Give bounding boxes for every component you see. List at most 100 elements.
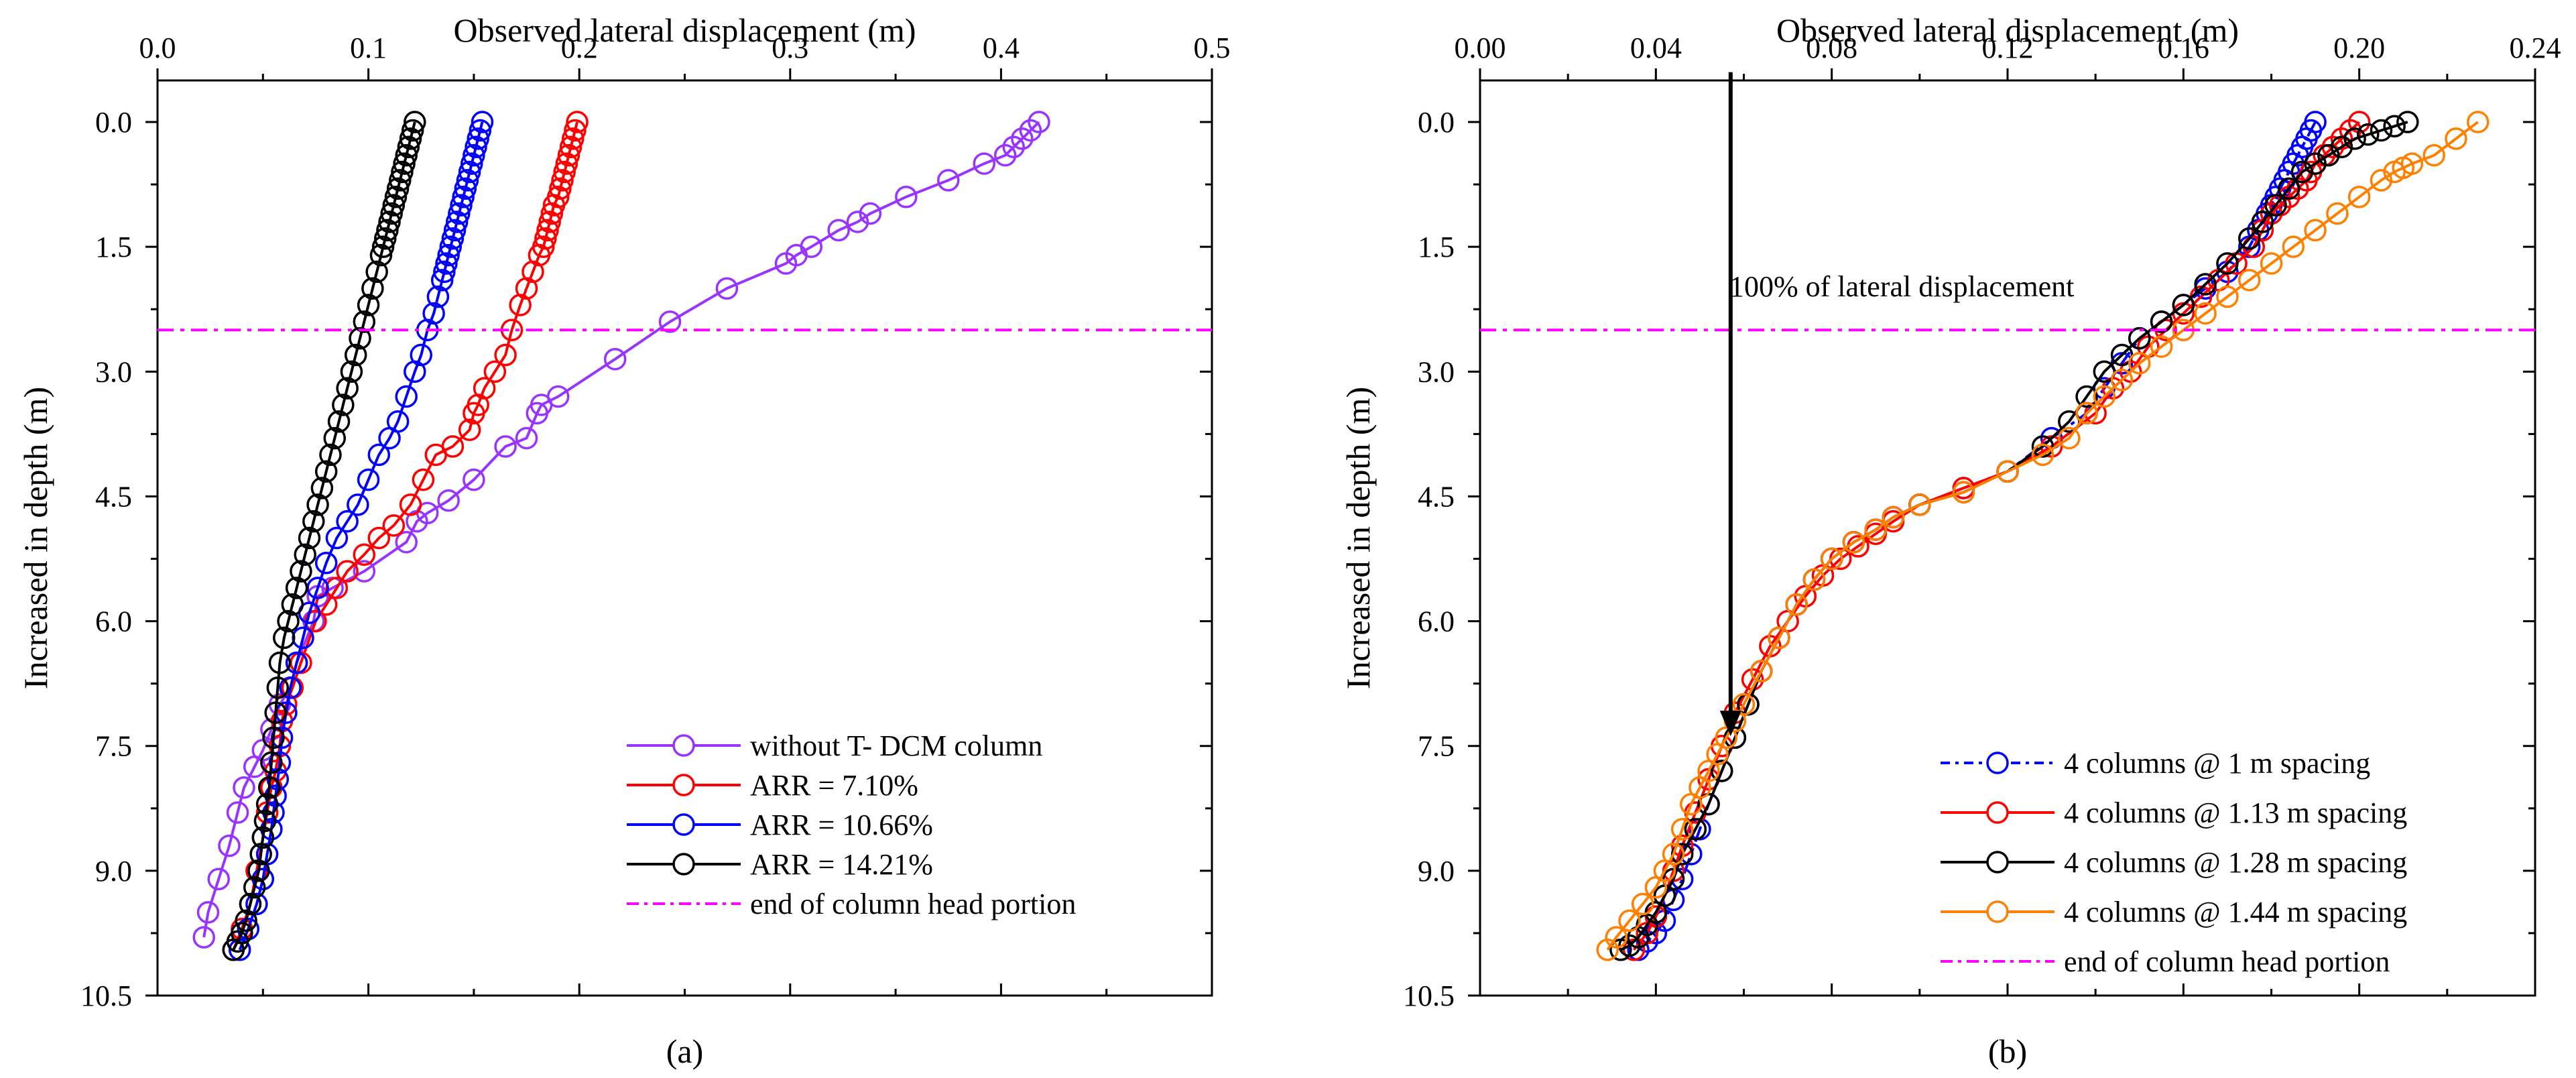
x-tick-label: 0.2 bbox=[561, 32, 598, 64]
data-point bbox=[384, 185, 408, 208]
x-tick-label: 0.08 bbox=[1806, 32, 1857, 64]
data-point bbox=[2396, 111, 2419, 133]
legend-swatch-marker bbox=[672, 853, 695, 876]
legend-swatch-marker bbox=[1986, 900, 2009, 923]
data-point bbox=[239, 892, 262, 916]
data-point bbox=[2357, 123, 2380, 146]
data-point bbox=[937, 169, 960, 192]
data-point bbox=[349, 326, 371, 350]
legend-label: ARR = 10.66% bbox=[750, 808, 933, 841]
data-point bbox=[2466, 111, 2490, 133]
x-tick-label: 0.5 bbox=[1194, 32, 1231, 64]
panel-caption: (a) bbox=[666, 1032, 704, 1070]
data-point bbox=[367, 443, 391, 467]
data-point bbox=[536, 219, 559, 242]
data-point bbox=[456, 169, 479, 192]
data-point bbox=[401, 119, 424, 142]
data-point bbox=[336, 377, 359, 400]
data-point bbox=[374, 227, 397, 250]
data-point bbox=[437, 243, 460, 267]
y-tick-label: 4.5 bbox=[95, 480, 132, 513]
data-point bbox=[566, 111, 589, 133]
data-point bbox=[564, 119, 587, 142]
data-point bbox=[2317, 143, 2340, 167]
data-point bbox=[555, 152, 578, 175]
data-point bbox=[559, 135, 582, 159]
data-point bbox=[332, 394, 355, 416]
y-tick-label: 9.0 bbox=[95, 855, 132, 888]
data-point bbox=[1011, 127, 1034, 150]
y-tick-label: 0.0 bbox=[1418, 106, 1455, 139]
data-point bbox=[344, 343, 367, 367]
data-point bbox=[1680, 792, 1703, 816]
series-1 bbox=[1622, 111, 2371, 961]
data-point bbox=[2282, 235, 2305, 258]
legend-label: 4 columns @ 1 m spacing bbox=[2064, 747, 2370, 780]
data-point bbox=[458, 418, 481, 441]
data-point bbox=[386, 177, 410, 200]
data-point bbox=[2075, 385, 2098, 408]
data-point bbox=[378, 426, 401, 450]
y-tick-label: 7.5 bbox=[1418, 730, 1455, 763]
legend-label: end of column head portion bbox=[2064, 945, 2390, 978]
data-point bbox=[458, 160, 481, 184]
data-point bbox=[336, 510, 359, 533]
data-point bbox=[443, 219, 467, 242]
data-point bbox=[1882, 505, 1905, 529]
data-point bbox=[1684, 818, 1707, 841]
data-point bbox=[895, 185, 918, 208]
data-point bbox=[1802, 568, 1826, 591]
data-point bbox=[1768, 626, 1790, 650]
data-point bbox=[260, 751, 283, 774]
x-tick-label: 0.16 bbox=[2158, 32, 2209, 64]
data-point bbox=[2326, 202, 2349, 225]
y-tick-label: 1.5 bbox=[95, 231, 132, 263]
data-point bbox=[376, 219, 399, 242]
data-point bbox=[448, 202, 471, 225]
y-axis-title: Increased in depth (m) bbox=[17, 387, 54, 689]
data-point bbox=[277, 609, 300, 633]
x-tick-label: 0.20 bbox=[2333, 32, 2385, 64]
data-point bbox=[399, 493, 422, 516]
data-point bbox=[298, 526, 321, 550]
data-point bbox=[465, 135, 487, 159]
data-point bbox=[1618, 909, 1641, 933]
y-axis-title: Increased in depth (m) bbox=[1339, 387, 1377, 689]
legend-swatch-marker bbox=[672, 734, 695, 757]
data-point bbox=[2277, 177, 2301, 200]
data-point bbox=[243, 876, 266, 899]
legend-label: ARR = 14.21% bbox=[750, 848, 933, 881]
data-point bbox=[1670, 818, 1694, 841]
data-point bbox=[357, 294, 380, 316]
y-tick-label: 1.5 bbox=[1418, 231, 1455, 263]
data-point bbox=[2251, 211, 2274, 233]
data-point bbox=[463, 468, 485, 491]
data-point bbox=[2383, 115, 2406, 137]
x-tick-label: 0.12 bbox=[1982, 32, 2034, 64]
data-point bbox=[603, 347, 627, 371]
data-point bbox=[302, 510, 325, 533]
data-point bbox=[353, 560, 376, 583]
data-point bbox=[2260, 252, 2283, 275]
data-point bbox=[540, 202, 564, 225]
data-point bbox=[433, 260, 456, 284]
legend: without T- DCM column ARR = 7.10% ARR = 10… bbox=[627, 729, 1076, 920]
y-tick-label: 0.0 bbox=[95, 106, 132, 139]
data-point bbox=[2194, 302, 2217, 325]
data-point bbox=[393, 152, 416, 175]
y-tick-label: 3.0 bbox=[95, 355, 132, 388]
data-point bbox=[2347, 185, 2371, 208]
data-point bbox=[715, 277, 739, 300]
data-point bbox=[1644, 876, 1668, 899]
data-point bbox=[251, 826, 275, 849]
data-point bbox=[340, 360, 363, 383]
data-point bbox=[553, 160, 576, 184]
legend-label: 4 columns @ 1.44 m spacing bbox=[2064, 896, 2407, 929]
data-point bbox=[2172, 294, 2195, 316]
data-point bbox=[323, 426, 347, 450]
data-point bbox=[1028, 111, 1050, 133]
data-point bbox=[367, 526, 391, 550]
legend-label: without T- DCM column bbox=[750, 729, 1042, 762]
data-point bbox=[378, 211, 401, 233]
data-point bbox=[2031, 435, 2054, 458]
